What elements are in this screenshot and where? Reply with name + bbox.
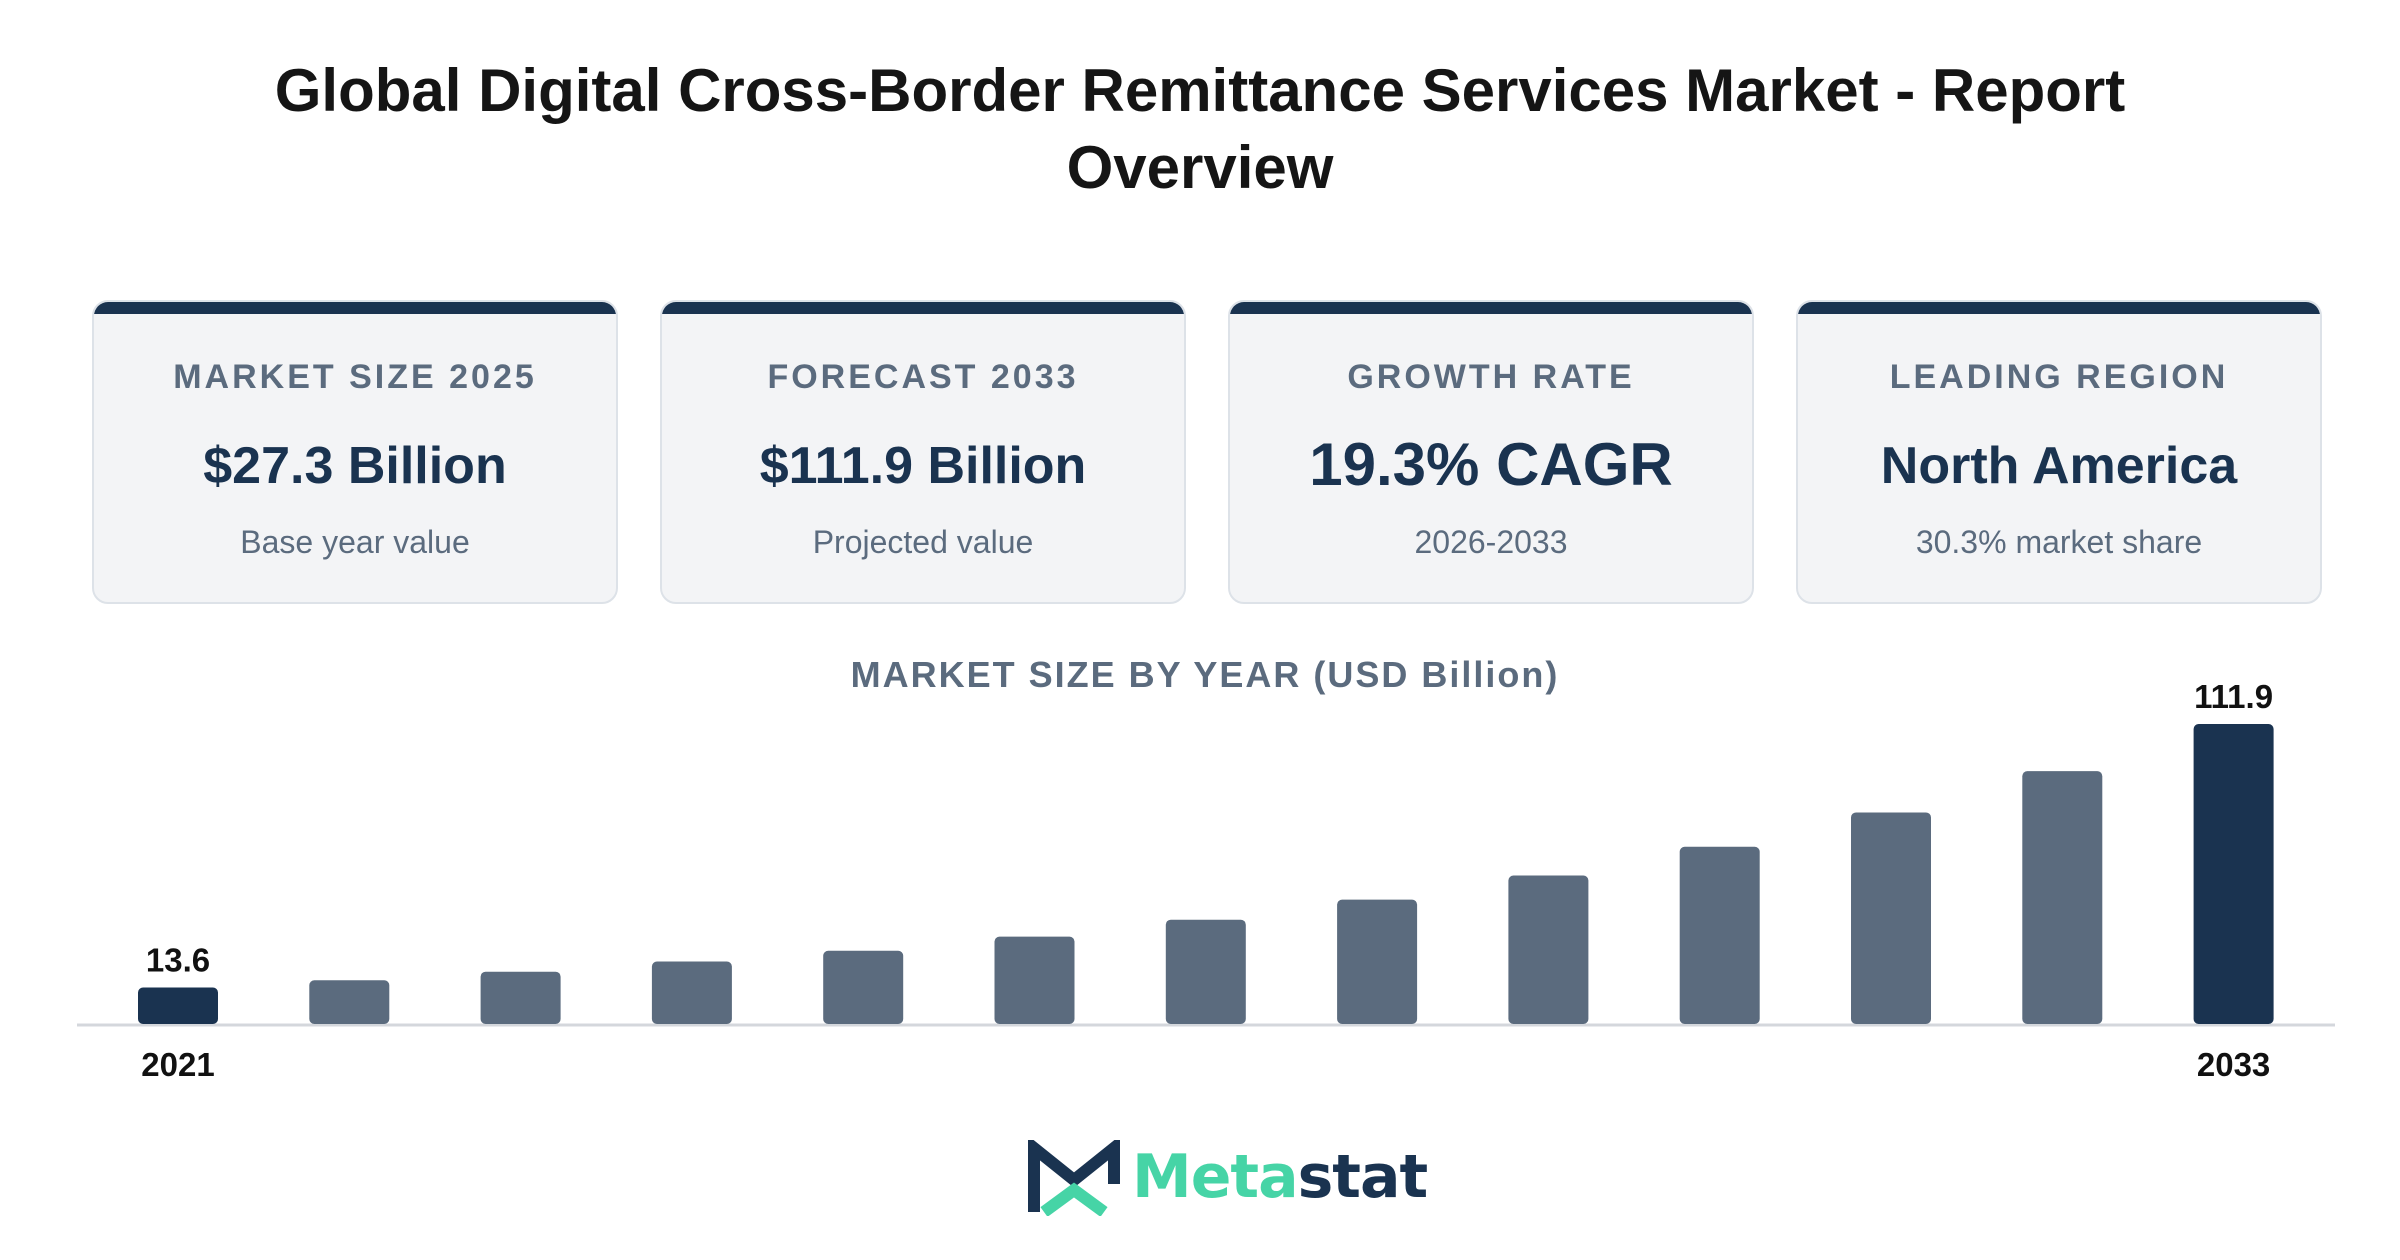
card-label: LEADING REGION [1889,358,2229,396]
card-accent-bar [1798,302,2320,314]
card-accent-bar [1230,302,1752,314]
bar-2025 [823,950,904,1024]
card-leading-region: LEADING REGION North America 30.3% marke… [1796,300,2322,604]
data-label-2021: 13.6 [146,942,210,979]
card-label: MARKET SIZE 2025 [173,358,537,396]
card-value: 19.3% CAGR [1309,431,1673,498]
bar-2033 [2193,724,2274,1024]
bar-2031 [1851,812,1931,1024]
bar-2027 [1165,919,1246,1024]
card-value: $27.3 Billion [203,437,507,495]
bar-2022 [309,980,390,1024]
card-subtext: Base year value [240,524,470,560]
bar-2029 [1508,875,1589,1024]
logo-text-part-stat: stat [1297,1142,1429,1212]
card-label: FORECAST 2033 [767,358,1079,396]
bar-2028 [1337,899,1418,1024]
card-subtext: Projected value [812,524,1034,560]
card-forecast: FORECAST 2033 $111.9 Billion Projected v… [660,300,1186,604]
card-value: $111.9 Billion [759,437,1087,495]
logo-text-part-meta: Meta [1132,1142,1299,1212]
bar-2023 [480,971,561,1024]
x-tick-label-2021: 2021 [141,1046,214,1083]
card-subtext: 30.3% market share [1915,524,2203,560]
metastat-logo-icon [1028,1140,1120,1216]
bar-2021 [138,987,218,1024]
metastat-logo-text: Metastat [1132,1142,1429,1212]
data-label-2033: 111.9 [2194,678,2273,715]
bar-2030 [1679,846,1760,1024]
card-accent-bar [662,302,1184,314]
card-value: North America [1880,437,2238,495]
card-growth-rate: GROWTH RATE 19.3% CAGR 2026-2033 [1228,300,1754,604]
card-label: GROWTH RATE [1347,358,1635,396]
x-tick-label-2033: 2033 [2197,1046,2270,1083]
bar-2024 [651,961,732,1024]
card-subtext: 2026-2033 [1414,524,1568,560]
metastat-logo: Metastat [1028,1140,1428,1220]
bar-2032 [2022,771,2103,1024]
bar-2026 [994,936,1075,1024]
card-accent-bar [94,302,616,314]
kpi-cards: MARKET SIZE 2025 $27.3 Billion Base year… [92,300,2322,604]
chart-title: MARKET SIZE BY YEAR (USD Billion) [850,654,1560,695]
page-title: Global Digital Cross-Border Remittance S… [274,57,2126,201]
card-market-size: MARKET SIZE 2025 $27.3 Billion Base year… [92,300,618,604]
bar-chart: 13.6 2021 111.9 2033 [77,678,2335,1083]
